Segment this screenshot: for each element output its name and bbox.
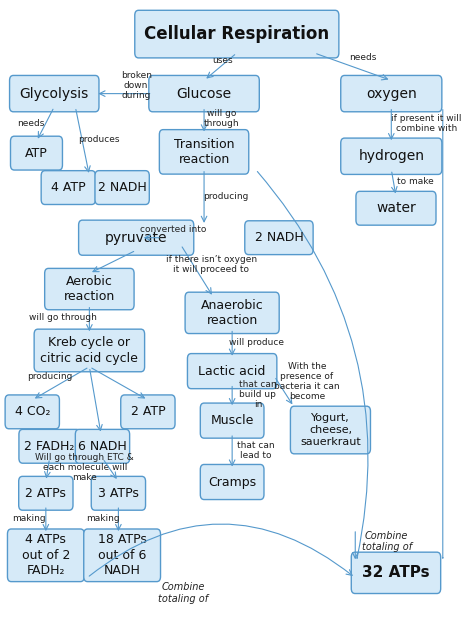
Text: Anaerobic
reaction: Anaerobic reaction — [201, 298, 264, 327]
Text: 4 ATPs
out of 2
FADH₂: 4 ATPs out of 2 FADH₂ — [22, 533, 70, 577]
Text: Kreb cycle or
citric acid cycle: Kreb cycle or citric acid cycle — [40, 336, 138, 365]
FancyBboxPatch shape — [41, 171, 95, 205]
FancyBboxPatch shape — [19, 429, 80, 463]
FancyBboxPatch shape — [341, 75, 442, 112]
FancyBboxPatch shape — [185, 292, 279, 334]
FancyBboxPatch shape — [34, 329, 145, 372]
FancyBboxPatch shape — [79, 220, 194, 255]
Text: converted into: converted into — [140, 225, 207, 234]
Text: Aerobic
reaction: Aerobic reaction — [64, 275, 115, 303]
Text: 6 NADH: 6 NADH — [78, 440, 127, 453]
Text: making: making — [87, 514, 120, 523]
Text: if there isn’t oxygen
it will proceed to: if there isn’t oxygen it will proceed to — [165, 255, 256, 274]
FancyBboxPatch shape — [95, 171, 149, 205]
FancyBboxPatch shape — [159, 130, 249, 174]
Text: Glycolysis: Glycolysis — [19, 87, 89, 100]
FancyBboxPatch shape — [201, 465, 264, 499]
Text: Will go through ETC &
each molecule will
make: Will go through ETC & each molecule will… — [36, 453, 134, 482]
Text: 2 FADH₂: 2 FADH₂ — [24, 440, 75, 453]
Text: 2 NADH: 2 NADH — [255, 231, 303, 244]
Text: water: water — [376, 201, 416, 216]
FancyBboxPatch shape — [18, 477, 73, 510]
Text: Yogurt,
cheese,
sauerkraut: Yogurt, cheese, sauerkraut — [300, 413, 361, 447]
FancyBboxPatch shape — [149, 75, 259, 112]
Text: ATP: ATP — [25, 147, 48, 160]
Text: Cramps: Cramps — [208, 475, 256, 489]
Text: 2 ATP: 2 ATP — [130, 405, 165, 418]
Text: producing: producing — [203, 193, 248, 202]
FancyBboxPatch shape — [45, 269, 134, 310]
FancyBboxPatch shape — [356, 191, 436, 225]
Text: that can
build up
in: that can build up in — [239, 380, 277, 410]
Text: 3 ATPs: 3 ATPs — [98, 487, 139, 500]
FancyBboxPatch shape — [341, 138, 442, 174]
Text: 2 NADH: 2 NADH — [98, 181, 146, 194]
Text: oxygen: oxygen — [366, 87, 417, 100]
Text: Lactic acid: Lactic acid — [199, 365, 266, 378]
Text: will produce: will produce — [229, 338, 284, 347]
Text: 18 ATPs
out of 6
NADH: 18 ATPs out of 6 NADH — [98, 533, 146, 577]
FancyBboxPatch shape — [84, 529, 161, 581]
Text: will go through: will go through — [29, 313, 97, 322]
Text: making: making — [12, 514, 46, 523]
Text: uses: uses — [212, 56, 233, 65]
FancyBboxPatch shape — [8, 529, 84, 581]
FancyBboxPatch shape — [187, 353, 277, 389]
FancyBboxPatch shape — [135, 10, 339, 58]
Text: broken
down
during: broken down during — [121, 71, 152, 100]
Text: hydrogen: hydrogen — [358, 149, 424, 163]
Text: to make: to make — [397, 178, 434, 186]
FancyBboxPatch shape — [10, 137, 63, 170]
Text: pyruvate: pyruvate — [105, 231, 167, 245]
FancyBboxPatch shape — [245, 221, 313, 255]
FancyBboxPatch shape — [9, 75, 99, 112]
Text: produces: produces — [78, 135, 119, 144]
Text: 4 ATP: 4 ATP — [51, 181, 86, 194]
Text: Muscle: Muscle — [210, 414, 254, 427]
Text: Combine
totaling of: Combine totaling of — [362, 531, 412, 552]
FancyBboxPatch shape — [291, 406, 371, 454]
Text: producing: producing — [27, 372, 72, 381]
Text: will go
through: will go through — [204, 109, 240, 128]
Text: Combine
totaling of: Combine totaling of — [158, 582, 208, 604]
Text: 32 ATPs: 32 ATPs — [362, 566, 430, 580]
Text: Cellular Respiration: Cellular Respiration — [144, 25, 329, 43]
Text: that can
lead to: that can lead to — [237, 441, 274, 460]
FancyBboxPatch shape — [201, 403, 264, 438]
FancyArrowPatch shape — [257, 171, 368, 558]
Text: if present it will
combine with: if present it will combine with — [391, 114, 462, 133]
Text: needs: needs — [17, 119, 45, 128]
Text: With the
presence of
bacteria it can
become: With the presence of bacteria it can bec… — [274, 362, 340, 401]
Text: Transition
reaction: Transition reaction — [174, 138, 234, 166]
FancyBboxPatch shape — [351, 552, 441, 593]
Text: 4 CO₂: 4 CO₂ — [15, 405, 50, 418]
FancyBboxPatch shape — [91, 477, 146, 510]
FancyBboxPatch shape — [121, 395, 175, 428]
FancyBboxPatch shape — [5, 395, 59, 428]
Text: 2 ATPs: 2 ATPs — [26, 487, 66, 500]
Text: Glucose: Glucose — [176, 87, 232, 100]
FancyBboxPatch shape — [75, 429, 129, 463]
Text: needs: needs — [349, 54, 377, 63]
